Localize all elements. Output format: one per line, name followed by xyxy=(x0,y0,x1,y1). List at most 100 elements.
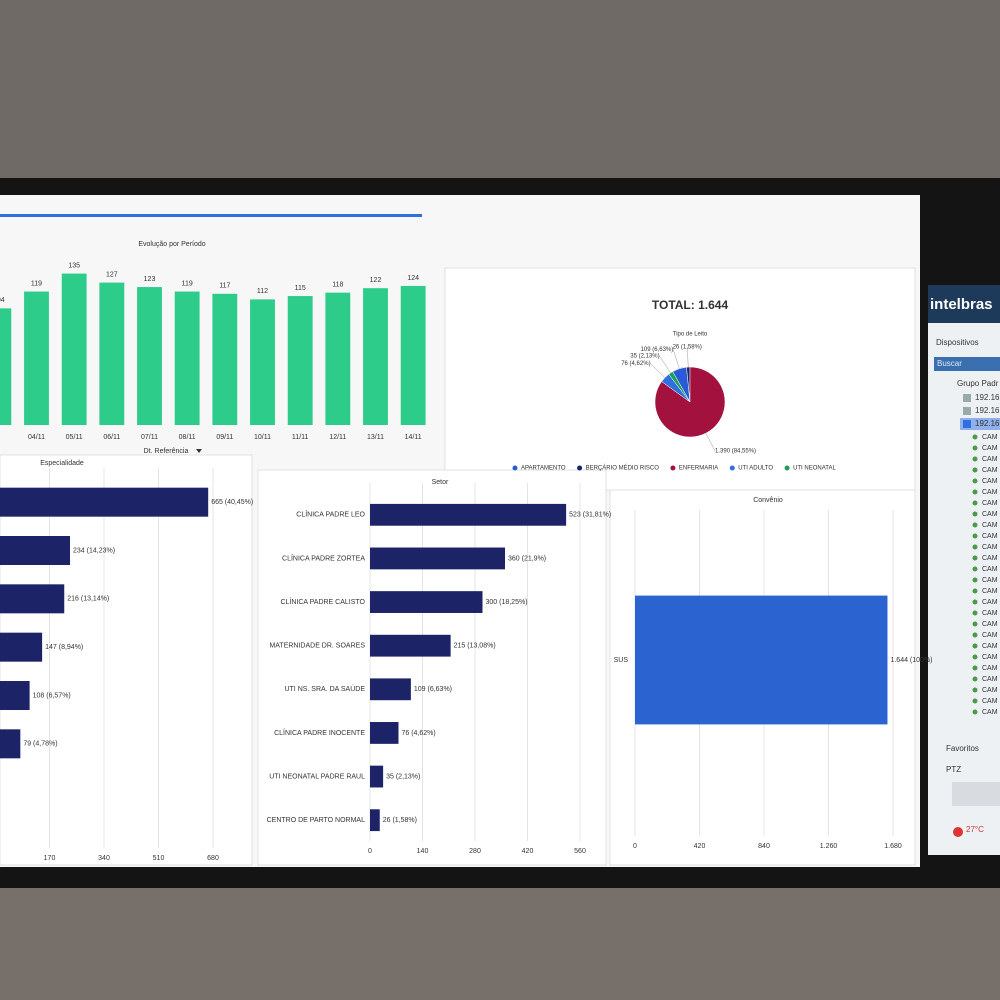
favorites: Favoritos xyxy=(946,744,979,753)
x-tick-label: 12/11 xyxy=(329,434,346,441)
camera-name: CAM xyxy=(982,654,998,661)
data-label: 127 xyxy=(106,271,118,278)
bar xyxy=(370,591,483,613)
side-header xyxy=(928,285,1000,323)
camera-name: CAM xyxy=(982,632,998,639)
search-box[interactable] xyxy=(934,357,1000,371)
data-label: 35 (2,13%) xyxy=(630,354,659,360)
x-tick-label: 0 xyxy=(368,848,372,855)
bar xyxy=(370,765,384,788)
data-label: 109 (6,63%) xyxy=(641,347,674,353)
bar xyxy=(635,595,888,725)
bar xyxy=(0,681,30,710)
data-label: 523 (31,81%) xyxy=(569,512,611,519)
bar xyxy=(250,299,275,425)
x-tick-label: 09/11 xyxy=(216,434,233,441)
chart-title: Convênio xyxy=(753,497,783,504)
camera-name: CAM xyxy=(982,467,998,474)
bar xyxy=(370,809,380,832)
bar xyxy=(0,487,209,517)
y-tick-label: MATERNIDADE DR. SOARES xyxy=(269,643,365,650)
bar xyxy=(370,634,451,657)
camera-name: CAM xyxy=(982,544,998,551)
camera-name: CAM xyxy=(982,489,998,496)
data-label: 122 xyxy=(370,277,382,284)
x-tick-label: 1.260 xyxy=(820,843,838,850)
bar xyxy=(370,547,505,570)
sector-panel xyxy=(257,469,607,866)
legend-label: BERÇÁRIO MÉDIO RISCO xyxy=(586,465,660,472)
bar xyxy=(287,296,313,425)
ptz: PTZ xyxy=(946,765,961,774)
camera-icon xyxy=(972,467,978,473)
x-tick-label: 07/11 xyxy=(141,434,158,441)
camera-name: CAM xyxy=(982,621,998,628)
y-tick-label: CLÍNICA PADRE INOCENTE xyxy=(274,728,365,737)
x-tick-label: 11/11 xyxy=(292,434,309,441)
data-label: 119 xyxy=(31,280,42,287)
x-axis-label: Dt. Referência xyxy=(144,448,189,455)
camera-icon xyxy=(972,588,978,594)
device-name: 192.16 xyxy=(975,419,1000,428)
camera-icon xyxy=(972,456,978,462)
data-label: 109 (6,63%) xyxy=(414,686,452,693)
bar xyxy=(99,282,125,425)
x-tick-label: 840 xyxy=(758,843,770,850)
data-label: 360 (21,9%) xyxy=(508,555,546,562)
chart-title: Setor xyxy=(432,479,449,486)
data-label: 1.390 (84,55%) xyxy=(715,449,756,455)
x-tick-label: 560 xyxy=(574,848,586,855)
camera-icon xyxy=(972,665,978,671)
camera-icon xyxy=(972,445,978,451)
data-label: 147 (8,94%) xyxy=(45,644,83,651)
x-tick-label: 680 xyxy=(207,855,219,862)
camera-name: CAM xyxy=(982,698,998,705)
leader-line xyxy=(687,347,689,368)
data-label: 104 xyxy=(0,297,5,304)
data-label: 119 xyxy=(182,280,193,287)
x-tick-label: 04/11 xyxy=(28,434,45,441)
tab-indicator xyxy=(0,214,422,217)
camera-name: CAM xyxy=(982,665,998,672)
camera-icon xyxy=(972,566,978,572)
x-tick-label: 420 xyxy=(694,843,706,850)
camera-icon xyxy=(972,599,978,605)
dropdown-arrow xyxy=(196,449,202,453)
x-tick-label: 13/11 xyxy=(367,434,384,441)
device-name: 192.16 xyxy=(975,393,1000,402)
camera-name: CAM xyxy=(982,709,998,716)
bar xyxy=(370,678,411,701)
camera-icon xyxy=(972,632,978,638)
data-label: 216 (13,14%) xyxy=(67,596,109,603)
legend-label: ENFERMARIA xyxy=(679,466,718,472)
camera-name: CAM xyxy=(982,555,998,562)
y-tick-label: UTI NS. SRA. DA SAÚDE xyxy=(284,684,365,693)
x-tick-label: 08/11 xyxy=(179,434,196,441)
bar xyxy=(325,292,351,425)
data-label: 76 (4,62%) xyxy=(621,361,650,367)
data-label: 215 (13,08%) xyxy=(454,643,496,650)
camera-name: CAM xyxy=(982,566,998,573)
legend-label: UTI ADULTO xyxy=(738,466,773,472)
camera-icon xyxy=(972,687,978,693)
chart-title: Evolução por Período xyxy=(138,241,205,248)
bar xyxy=(137,287,162,425)
camera-name: CAM xyxy=(982,445,998,452)
bar xyxy=(370,722,399,744)
data-label: 124 xyxy=(407,275,419,282)
camera-icon xyxy=(972,643,978,649)
bar xyxy=(0,632,43,662)
leader-line xyxy=(659,356,671,373)
legend-label: UTI NEONATAL xyxy=(793,466,836,472)
camera-name: CAM xyxy=(982,478,998,485)
x-tick-label: 510 xyxy=(153,855,165,862)
x-tick-label: 280 xyxy=(469,848,481,855)
camera-icon xyxy=(972,434,978,440)
data-label: 117 xyxy=(219,283,230,290)
x-tick-label: 420 xyxy=(522,848,534,855)
legend-label: APARTAMENTO xyxy=(521,466,566,472)
ptz-button[interactable] xyxy=(952,782,1000,806)
camera-icon xyxy=(972,555,978,561)
data-label: 115 xyxy=(295,285,306,292)
